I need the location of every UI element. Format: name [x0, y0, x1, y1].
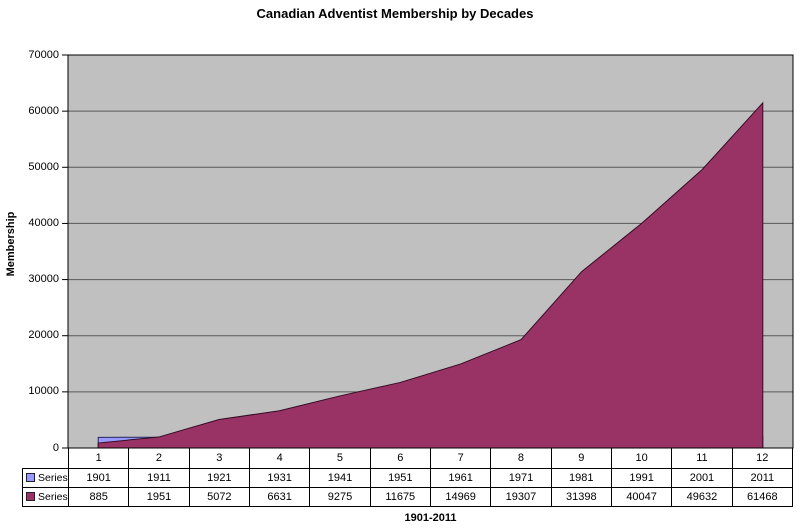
value-cell: 1931 [248, 468, 311, 488]
x-axis-title: 1901-2011 [404, 512, 457, 524]
category-cell: 5 [309, 448, 371, 469]
category-cell: 6 [369, 448, 431, 469]
value-cell: 1981 [550, 468, 612, 488]
value-cell: 1961 [429, 468, 492, 488]
value-cell: 2001 [671, 468, 733, 488]
category-cell: 8 [490, 448, 552, 469]
series-name-label: Series2 [38, 491, 68, 503]
value-cell: 885 [67, 487, 130, 507]
y-tick-label: 20000 [28, 329, 59, 342]
series-swatch-icon [26, 473, 35, 482]
value-cell: 2011 [731, 468, 794, 488]
value-cell: 1911 [128, 468, 190, 488]
value-cell: 6631 [248, 487, 311, 507]
value-cell: 1951 [369, 468, 431, 488]
chart-title: Canadian Adventist Membership by Decades [256, 6, 534, 21]
y-tick-label: 50000 [28, 160, 59, 173]
value-cell: 1991 [610, 468, 673, 488]
y-tick-label: 30000 [28, 273, 59, 286]
series-swatch-icon [26, 492, 35, 501]
value-cell: 1951 [128, 487, 190, 507]
category-cell: 10 [610, 448, 673, 469]
y-tick-label: 40000 [28, 216, 59, 229]
value-cell: 11675 [369, 487, 431, 507]
category-cell: 2 [128, 448, 190, 469]
value-cell: 5072 [188, 487, 250, 507]
area-series-2 [97, 101, 764, 449]
y-tick-label: 70000 [28, 48, 59, 61]
legend-key-series2: Series2 [22, 487, 69, 507]
value-cell: 49632 [671, 487, 733, 507]
value-cell: 31398 [550, 487, 612, 507]
value-cell: 14969 [429, 487, 492, 507]
y-tick-label: 0 [52, 441, 59, 454]
value-cell: 61468 [731, 487, 794, 507]
data-table: 123456789101112Series1190119111921193119… [22, 448, 794, 507]
category-cell: 11 [671, 448, 733, 469]
y-tick-label: 60000 [28, 104, 59, 117]
value-cell: 19307 [490, 487, 552, 507]
table-row: Series1190119111921193119411951196119711… [22, 468, 794, 488]
value-cell: 1941 [309, 468, 371, 488]
category-cell: 1 [67, 448, 130, 469]
table-row: Series2885195150726631927511675149691930… [22, 487, 794, 507]
category-cell: 4 [248, 448, 311, 469]
category-cell: 9 [550, 448, 612, 469]
value-cell: 40047 [610, 487, 673, 507]
table-corner-blank [23, 448, 69, 469]
value-cell: 1901 [67, 468, 130, 488]
value-cell: 9275 [309, 487, 371, 507]
y-tick-label: 10000 [28, 385, 59, 398]
value-cell: 1971 [490, 468, 552, 488]
value-cell: 1921 [188, 468, 250, 488]
category-cell: 7 [429, 448, 492, 469]
category-cell: 12 [731, 448, 794, 469]
category-cell: 3 [188, 448, 250, 469]
